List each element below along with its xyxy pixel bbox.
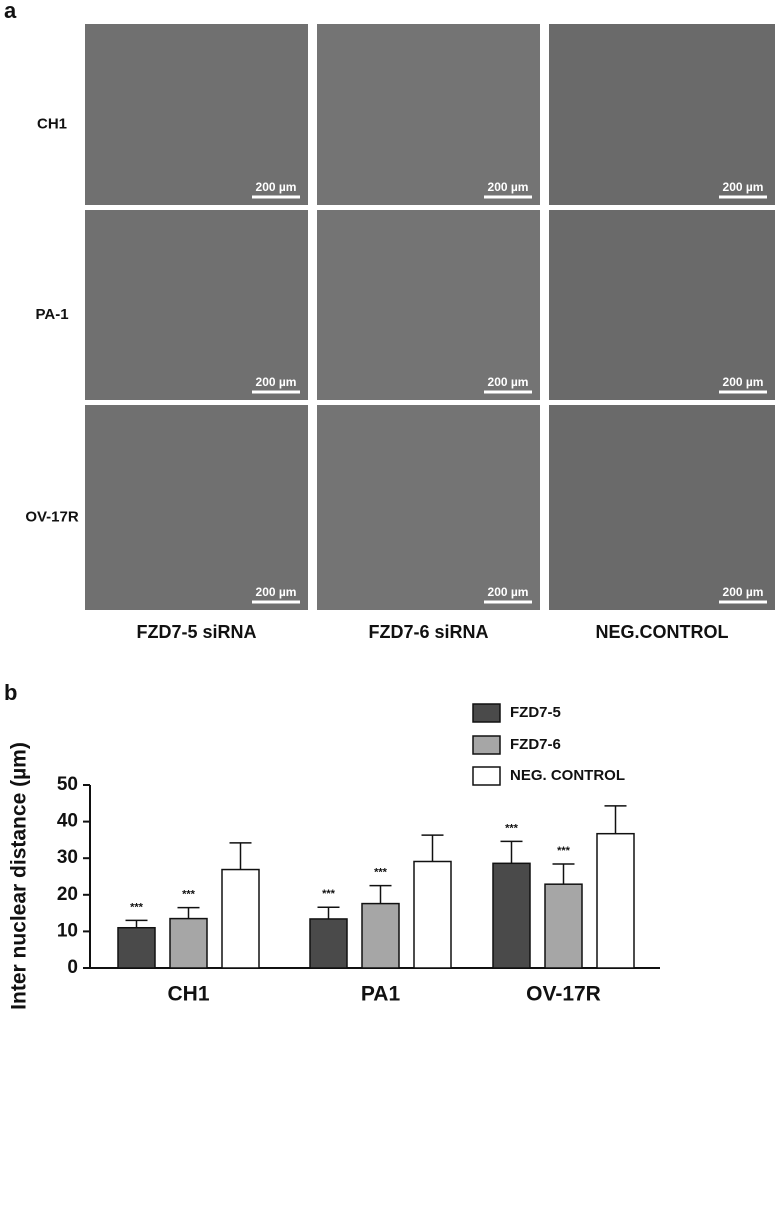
y-tick-label: 30 xyxy=(57,847,78,868)
row-label: PA-1 xyxy=(35,306,68,323)
bar xyxy=(596,832,635,969)
significance: *** xyxy=(130,901,144,913)
error-bar xyxy=(229,842,252,870)
micrograph xyxy=(549,210,775,400)
bar xyxy=(117,926,156,969)
scale-bar-label: 200 µm xyxy=(723,585,764,599)
y-tick-label: 0 xyxy=(67,957,78,978)
significance: *** xyxy=(182,889,196,901)
significance: *** xyxy=(557,845,571,857)
scale-bar-label: 200 µm xyxy=(488,375,529,389)
micrograph xyxy=(317,24,540,205)
x-tick-label: PA1 xyxy=(361,983,401,1006)
y-tick-label: 10 xyxy=(57,920,78,941)
column-label: FZD7-6 siRNA xyxy=(368,622,488,642)
legend-swatch xyxy=(472,703,501,723)
y-tick-label: 50 xyxy=(57,774,78,795)
error-bar xyxy=(500,840,523,864)
micrograph xyxy=(549,24,775,205)
scale-bar-label: 200 µm xyxy=(256,180,297,194)
y-tick-label: 20 xyxy=(57,884,78,905)
scale-bar-label: 200 µm xyxy=(723,180,764,194)
column-label: NEG.CONTROL xyxy=(596,622,729,642)
micrograph xyxy=(85,24,308,205)
micrograph xyxy=(317,210,540,400)
error-bar xyxy=(552,863,575,885)
error-bar xyxy=(421,834,444,862)
micrograph xyxy=(317,405,540,610)
scale-bar-label: 200 µm xyxy=(256,375,297,389)
legend-label: FZD7-5 xyxy=(510,704,561,721)
row-label: CH1 xyxy=(37,115,67,132)
significance: *** xyxy=(322,888,336,900)
bar xyxy=(361,902,400,969)
panel-label: b xyxy=(4,680,17,705)
y-axis-label: Inter nuclear distance (µm) xyxy=(8,742,31,1010)
significance: *** xyxy=(505,822,519,834)
column-label: FZD7-5 siRNA xyxy=(136,622,256,642)
error-bar xyxy=(317,906,340,919)
error-bar xyxy=(369,884,392,904)
panel-label: a xyxy=(4,0,17,23)
legend-swatch xyxy=(472,766,501,786)
legend-label: FZD7-6 xyxy=(510,736,561,753)
x-tick-label: CH1 xyxy=(167,983,209,1006)
bar xyxy=(492,862,531,969)
micrograph xyxy=(549,405,775,610)
error-bar xyxy=(125,919,148,928)
scale-bar-label: 200 µm xyxy=(488,585,529,599)
error-bar xyxy=(604,805,627,834)
micrograph xyxy=(85,210,308,400)
micrograph xyxy=(85,405,308,610)
row-label: OV-17R xyxy=(25,508,79,525)
legend-label: NEG. CONTROL xyxy=(510,767,625,784)
significance: *** xyxy=(374,867,388,879)
bar xyxy=(413,860,452,969)
scale-bar-label: 200 µm xyxy=(488,180,529,194)
y-tick-label: 40 xyxy=(57,811,78,832)
bar xyxy=(221,868,260,969)
legend-swatch xyxy=(472,735,501,755)
error-bar xyxy=(177,906,200,919)
bar xyxy=(309,918,348,969)
bar xyxy=(169,917,208,969)
x-tick-label: OV-17R xyxy=(526,983,601,1006)
scale-bar-label: 200 µm xyxy=(256,585,297,599)
bar xyxy=(544,883,583,969)
scale-bar-label: 200 µm xyxy=(723,375,764,389)
